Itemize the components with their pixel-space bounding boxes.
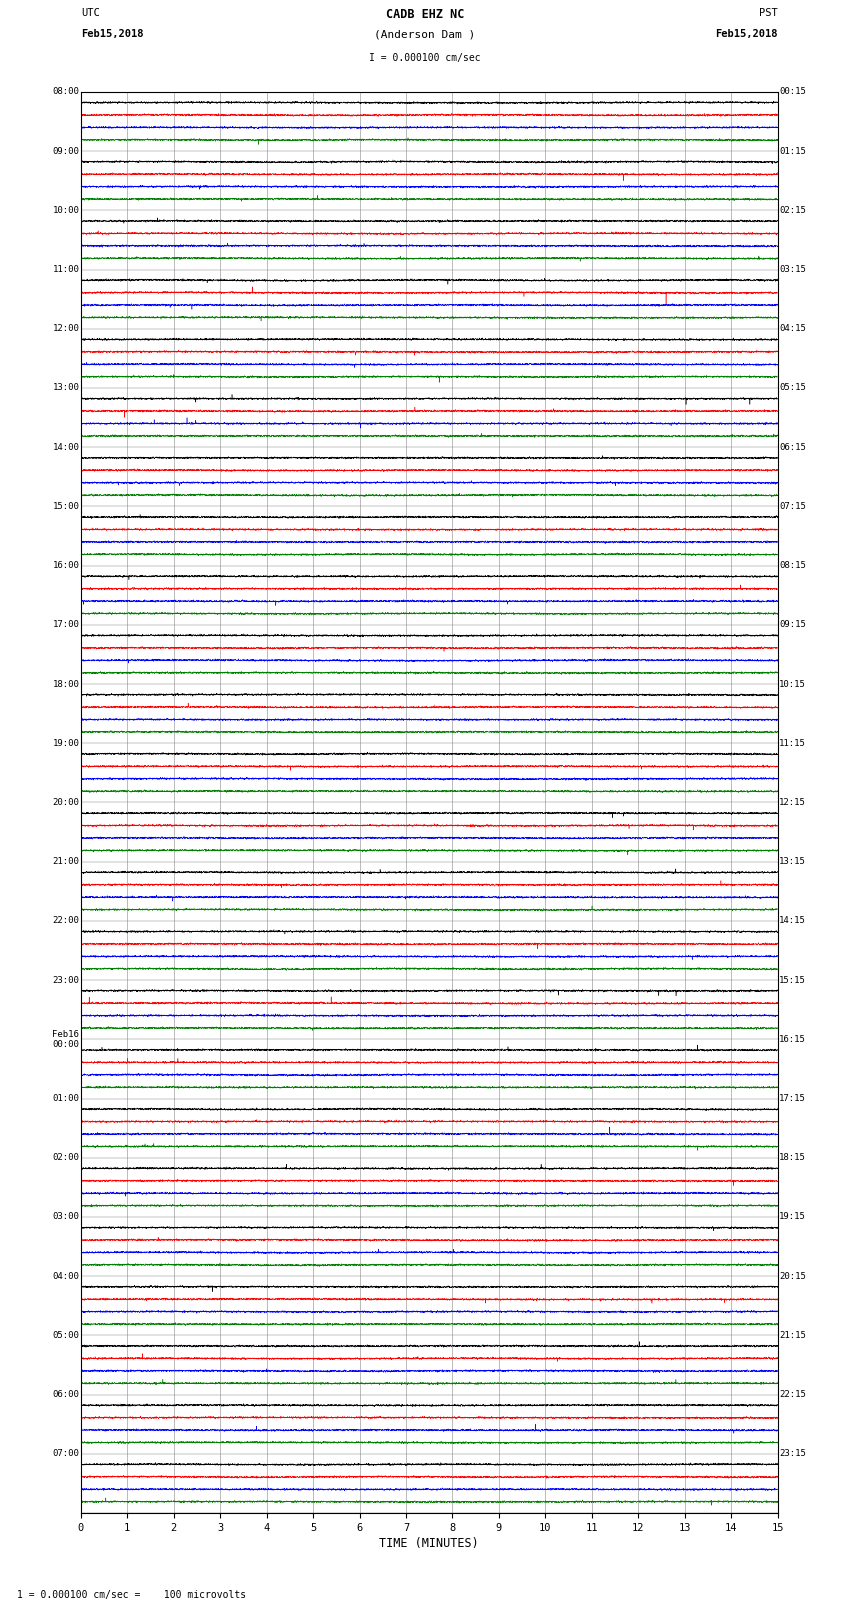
Text: 21:15: 21:15 (779, 1331, 806, 1340)
Text: 01:15: 01:15 (779, 147, 806, 155)
Text: 01:00: 01:00 (53, 1094, 79, 1103)
Text: 09:00: 09:00 (53, 147, 79, 155)
X-axis label: TIME (MINUTES): TIME (MINUTES) (379, 1537, 479, 1550)
Text: Feb16
00:00: Feb16 00:00 (53, 1029, 79, 1048)
Text: 05:15: 05:15 (779, 384, 806, 392)
Text: 06:15: 06:15 (779, 442, 806, 452)
Text: 11:00: 11:00 (53, 265, 79, 274)
Text: 09:15: 09:15 (779, 621, 806, 629)
Text: 08:00: 08:00 (53, 87, 79, 97)
Text: 21:00: 21:00 (53, 857, 79, 866)
Text: 20:15: 20:15 (779, 1271, 806, 1281)
Text: Feb15,2018: Feb15,2018 (81, 29, 144, 39)
Text: 00:15: 00:15 (779, 87, 806, 97)
Text: 18:00: 18:00 (53, 679, 79, 689)
Text: 18:15: 18:15 (779, 1153, 806, 1163)
Text: 03:00: 03:00 (53, 1213, 79, 1221)
Text: 16:15: 16:15 (779, 1036, 806, 1044)
Text: 13:00: 13:00 (53, 384, 79, 392)
Text: 06:00: 06:00 (53, 1390, 79, 1398)
Text: 17:00: 17:00 (53, 621, 79, 629)
Text: 08:15: 08:15 (779, 561, 806, 569)
Text: 15:15: 15:15 (779, 976, 806, 984)
Text: CADB EHZ NC: CADB EHZ NC (386, 8, 464, 21)
Text: 04:00: 04:00 (53, 1271, 79, 1281)
Text: 02:00: 02:00 (53, 1153, 79, 1163)
Text: 03:15: 03:15 (779, 265, 806, 274)
Text: 19:00: 19:00 (53, 739, 79, 748)
Text: 17:15: 17:15 (779, 1094, 806, 1103)
Text: 07:00: 07:00 (53, 1450, 79, 1458)
Text: (Anderson Dam ): (Anderson Dam ) (374, 29, 476, 39)
Text: 11:15: 11:15 (779, 739, 806, 748)
Text: 12:15: 12:15 (779, 798, 806, 806)
Text: 20:00: 20:00 (53, 798, 79, 806)
Text: 15:00: 15:00 (53, 502, 79, 511)
Text: 07:15: 07:15 (779, 502, 806, 511)
Text: 1 = 0.000100 cm/sec =    100 microvolts: 1 = 0.000100 cm/sec = 100 microvolts (17, 1590, 246, 1600)
Text: 05:00: 05:00 (53, 1331, 79, 1340)
Text: 14:15: 14:15 (779, 916, 806, 926)
Text: UTC: UTC (81, 8, 99, 18)
Text: 04:15: 04:15 (779, 324, 806, 334)
Text: 02:15: 02:15 (779, 206, 806, 215)
Text: I = 0.000100 cm/sec: I = 0.000100 cm/sec (369, 53, 481, 63)
Text: 13:15: 13:15 (779, 857, 806, 866)
Text: 16:00: 16:00 (53, 561, 79, 569)
Text: Feb15,2018: Feb15,2018 (715, 29, 778, 39)
Text: 22:00: 22:00 (53, 916, 79, 926)
Text: 23:15: 23:15 (779, 1450, 806, 1458)
Text: 10:15: 10:15 (779, 679, 806, 689)
Text: 10:00: 10:00 (53, 206, 79, 215)
Text: 22:15: 22:15 (779, 1390, 806, 1398)
Text: PST: PST (759, 8, 778, 18)
Text: 12:00: 12:00 (53, 324, 79, 334)
Text: 23:00: 23:00 (53, 976, 79, 984)
Text: 14:00: 14:00 (53, 442, 79, 452)
Text: 19:15: 19:15 (779, 1213, 806, 1221)
